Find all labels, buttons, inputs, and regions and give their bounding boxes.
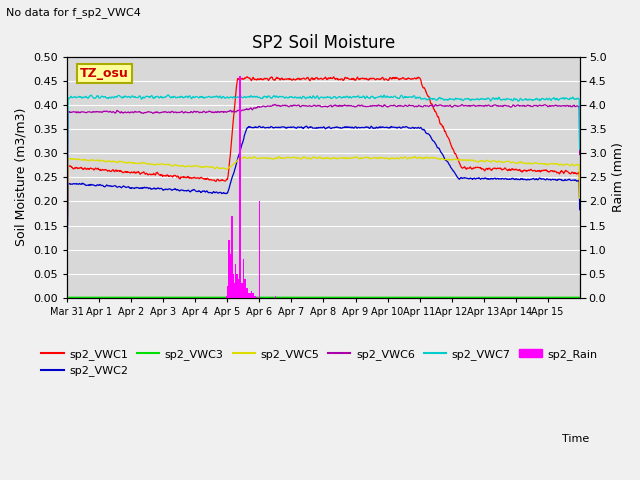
Bar [235, 264, 236, 298]
Bar [243, 259, 244, 298]
Bar [234, 284, 235, 298]
Bar [275, 296, 276, 298]
Bar [252, 293, 254, 298]
Text: No data for f_sp2_VWC4: No data for f_sp2_VWC4 [6, 7, 141, 18]
Bar [227, 286, 228, 298]
Bar [238, 279, 239, 298]
Bar [251, 291, 252, 298]
Bar [230, 254, 232, 298]
Bar [254, 296, 255, 298]
Legend: sp2_VWC1, sp2_VWC2, sp2_VWC3, sp2_VWC5, sp2_VWC6, sp2_VWC7, sp2_Rain: sp2_VWC1, sp2_VWC2, sp2_VWC3, sp2_VWC5, … [37, 345, 602, 381]
Bar [239, 76, 241, 298]
Bar [248, 294, 250, 298]
Bar [228, 240, 230, 298]
Bar [229, 269, 231, 298]
Bar [248, 293, 249, 298]
Title: SP2 Soil Moisture: SP2 Soil Moisture [252, 34, 395, 52]
Bar [249, 293, 251, 298]
Bar [255, 297, 257, 298]
Y-axis label: Raim (mm): Raim (mm) [612, 142, 625, 212]
Bar [232, 274, 234, 298]
Bar [227, 279, 229, 298]
Y-axis label: Soil Moisture (m3/m3): Soil Moisture (m3/m3) [15, 108, 28, 246]
Bar [241, 284, 243, 298]
Bar [246, 288, 248, 298]
Text: Time: Time [563, 434, 589, 444]
Bar [232, 216, 233, 298]
Bar [225, 296, 227, 298]
Bar [246, 291, 248, 298]
Bar [244, 279, 246, 298]
Text: TZ_osu: TZ_osu [80, 67, 129, 80]
Bar [236, 274, 238, 298]
Bar [259, 202, 260, 298]
